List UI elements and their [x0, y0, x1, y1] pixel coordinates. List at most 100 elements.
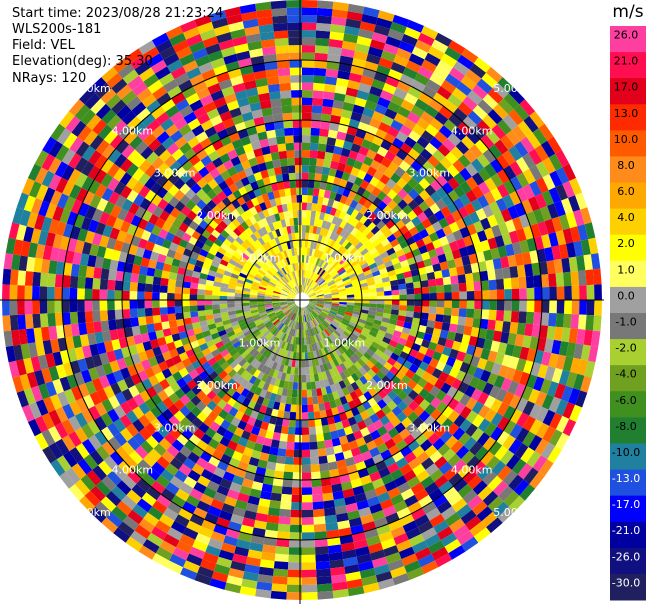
- velocity-cell: [368, 330, 378, 338]
- velocity-cell: [403, 270, 412, 279]
- velocity-cell: [407, 334, 417, 343]
- velocity-cell: [268, 325, 276, 332]
- velocity-cell: [213, 353, 224, 362]
- velocity-cell: [190, 395, 202, 407]
- velocity-cell: [141, 359, 152, 371]
- velocity-cell: [279, 297, 288, 300]
- velocity-cell: [254, 352, 263, 361]
- velocity-cell: [381, 184, 392, 196]
- velocity-cell: [390, 238, 400, 248]
- velocity-cell: [309, 302, 317, 306]
- velocity-cell: [336, 226, 344, 235]
- velocity-cell: [243, 249, 252, 258]
- velocity-cell: [341, 239, 350, 248]
- velocity-cell: [320, 121, 331, 130]
- velocity-cell: [341, 386, 350, 396]
- velocity-cell: [257, 297, 265, 300]
- velocity-cell: [278, 314, 286, 321]
- velocity-cell: [338, 305, 347, 310]
- velocity-cell: [286, 310, 292, 317]
- velocity-cell: [323, 292, 332, 296]
- velocity-cell: [316, 303, 324, 307]
- velocity-cell: [314, 380, 321, 389]
- velocity-cell: [303, 329, 306, 338]
- velocity-cell: [239, 321, 248, 328]
- velocity-cell: [280, 219, 287, 228]
- velocity-cell: [346, 157, 356, 167]
- velocity-cell: [442, 314, 452, 324]
- velocity-cell: [257, 293, 265, 297]
- velocity-cell: [347, 190, 357, 200]
- velocity-cell: [248, 215, 257, 225]
- velocity-cell: [406, 294, 415, 300]
- velocity-cell: [176, 273, 185, 282]
- velocity-cell: [236, 366, 246, 376]
- velocity-cell: [174, 286, 183, 294]
- velocity-cell: [130, 317, 139, 327]
- velocity-cell: [345, 409, 354, 419]
- velocity-cell: [182, 311, 191, 319]
- velocity-cell: [217, 246, 227, 255]
- velocity-cell: [338, 288, 346, 293]
- velocity-cell: [322, 228, 329, 237]
- velocity-cell: [313, 373, 320, 382]
- velocity-cell: [273, 305, 281, 310]
- velocity-cell: [174, 306, 183, 314]
- velocity-cell: [250, 393, 260, 403]
- velocity-cell: [219, 291, 228, 297]
- velocity-cell: [404, 251, 414, 260]
- velocity-cell: [306, 270, 310, 279]
- velocity-cell: [183, 343, 193, 352]
- velocity-cell: [468, 253, 479, 265]
- velocity-cell: [451, 378, 463, 390]
- velocity-cell: [430, 191, 442, 203]
- velocity-cell: [350, 381, 360, 391]
- velocity-cell: [272, 159, 281, 168]
- velocity-cell: [251, 283, 260, 289]
- velocity-cell: [442, 346, 452, 357]
- velocity-cell: [159, 285, 168, 293]
- velocity-cell: [307, 404, 314, 413]
- velocity-cell: [346, 366, 355, 376]
- velocity-cell: [326, 361, 333, 370]
- velocity-cell: [328, 325, 336, 332]
- velocity-cell: [308, 263, 312, 271]
- velocity-cell: [376, 190, 387, 201]
- velocity-cell: [310, 464, 320, 473]
- velocity-cell: [304, 352, 309, 360]
- velocity-cell: [303, 285, 306, 293]
- velocity-cell: [317, 315, 324, 323]
- velocity-cell: [251, 140, 262, 151]
- velocity-cell: [180, 254, 190, 263]
- velocity-cell: [159, 378, 170, 390]
- velocity-cell: [450, 315, 459, 325]
- velocity-cell: [346, 307, 354, 311]
- velocity-cell: [264, 251, 272, 260]
- velocity-cell: [284, 284, 291, 291]
- velocity-cell: [235, 262, 244, 270]
- velocity-cell: [259, 452, 270, 462]
- velocity-cell: [263, 437, 273, 447]
- velocity-cell: [328, 223, 336, 232]
- velocity-cell: [257, 335, 265, 343]
- velocity-cell: [331, 184, 340, 193]
- velocity-cell: [218, 370, 228, 380]
- velocity-cell: [231, 209, 241, 219]
- velocity-cell: [180, 416, 192, 429]
- velocity-cell: [435, 361, 446, 372]
- velocity-cell: [176, 245, 186, 255]
- velocity-cell: [335, 421, 344, 431]
- velocity-cell: [186, 379, 198, 390]
- velocity-cell: [303, 262, 306, 271]
- colorbar-tick-label: 8.0: [617, 159, 635, 172]
- velocity-cell: [311, 335, 316, 344]
- velocity-cell: [264, 261, 272, 269]
- velocity-cell: [363, 156, 374, 167]
- velocity-cell: [344, 264, 353, 272]
- velocity-cell: [297, 314, 300, 323]
- velocity-cell: [360, 330, 369, 338]
- velocity-cell: [403, 154, 416, 166]
- velocity-cell: [322, 308, 330, 313]
- velocity-cell: [244, 423, 254, 433]
- velocity-cell: [252, 313, 260, 319]
